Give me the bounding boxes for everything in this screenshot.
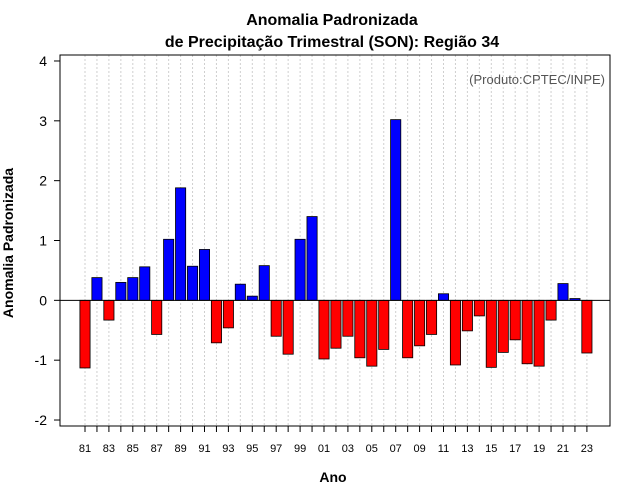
bar-05 xyxy=(366,299,378,367)
bar-95 xyxy=(246,295,258,301)
x-tick-label: 11 xyxy=(438,443,449,455)
bar-81 xyxy=(79,299,91,369)
x-tick-label: 95 xyxy=(246,443,258,455)
y-tick-label: 3 xyxy=(39,113,47,129)
y-tick-label: 4 xyxy=(39,53,47,69)
bar-82 xyxy=(91,277,103,301)
bar-09 xyxy=(414,299,426,347)
bar-14 xyxy=(473,299,485,317)
x-tick-label: 89 xyxy=(174,443,186,455)
x-tick-label: 85 xyxy=(127,443,139,455)
bar-13 xyxy=(461,299,473,332)
bar-84 xyxy=(115,281,127,301)
bar-83 xyxy=(103,299,115,321)
bar-06 xyxy=(378,299,390,350)
y-tick-label: 1 xyxy=(39,233,47,249)
bar-94 xyxy=(234,283,246,301)
credit-annotation: (Produto:CPTEC/INPE) xyxy=(469,72,605,87)
y-tick-label: -2 xyxy=(35,412,48,428)
x-tick-label: 93 xyxy=(222,443,234,455)
bar-97 xyxy=(270,299,282,337)
bar-89 xyxy=(175,187,187,301)
bar-15 xyxy=(485,299,497,368)
bars xyxy=(79,119,593,369)
x-tick-label: 21 xyxy=(557,443,569,455)
bar-12 xyxy=(449,299,461,366)
bar-98 xyxy=(282,299,294,355)
bar-99 xyxy=(294,238,306,301)
bar-90 xyxy=(187,265,199,301)
bar-02 xyxy=(330,299,342,349)
bar-04 xyxy=(354,299,366,359)
chart-title: Anomalia Padronizada xyxy=(246,12,418,29)
bar-08 xyxy=(402,299,414,359)
x-tick-label: 09 xyxy=(413,443,425,455)
x-tick-label: 05 xyxy=(366,443,378,455)
bar-18 xyxy=(521,299,533,365)
x-tick-label: 15 xyxy=(485,443,497,455)
y-axis-label: Anomalia Padronizada xyxy=(0,168,16,318)
x-tick-label: 13 xyxy=(461,443,473,455)
bar-96 xyxy=(258,265,270,301)
bar-93 xyxy=(222,299,234,329)
x-axis-label: Ano xyxy=(319,469,346,485)
plot-border xyxy=(59,54,611,427)
y-tick-label: 2 xyxy=(39,173,47,189)
bar-03 xyxy=(342,299,354,337)
x-tick-label: 97 xyxy=(270,443,282,455)
bar-11 xyxy=(437,293,449,301)
y-tick-label: 0 xyxy=(39,292,47,308)
x-tick-label: 23 xyxy=(581,443,593,455)
bar-92 xyxy=(210,299,222,344)
x-tick-label: 17 xyxy=(509,443,521,455)
x-tick-label: 07 xyxy=(390,443,402,455)
x-tick-label: 99 xyxy=(294,443,306,455)
bar-85 xyxy=(127,277,139,301)
bar-17 xyxy=(509,299,521,341)
bar-21 xyxy=(557,283,569,301)
x-tick-label: 19 xyxy=(533,443,545,455)
x-tick-label: 91 xyxy=(198,443,210,455)
bar-87 xyxy=(151,299,163,335)
chart-subtitle: de Precipitação Trimestral (SON): Região… xyxy=(165,34,499,51)
bar-01 xyxy=(318,299,330,360)
x-tick-label: 03 xyxy=(342,443,354,455)
x-tick-label: 01 xyxy=(318,443,330,455)
bar-16 xyxy=(497,299,509,353)
x-tick-label: 81 xyxy=(79,443,91,455)
bar-88 xyxy=(163,238,175,301)
bar-10 xyxy=(426,299,438,335)
bar-91 xyxy=(198,249,210,301)
bar-00 xyxy=(306,216,318,301)
bar-07 xyxy=(390,119,402,301)
bar-20 xyxy=(545,299,557,321)
x-tick-label: 83 xyxy=(103,443,115,455)
vertical-grid xyxy=(84,55,588,426)
bar-19 xyxy=(533,299,545,367)
bar-23 xyxy=(581,299,593,354)
bar-86 xyxy=(139,266,151,301)
x-tick-label: 87 xyxy=(151,443,163,455)
y-tick-label: -1 xyxy=(35,352,48,368)
